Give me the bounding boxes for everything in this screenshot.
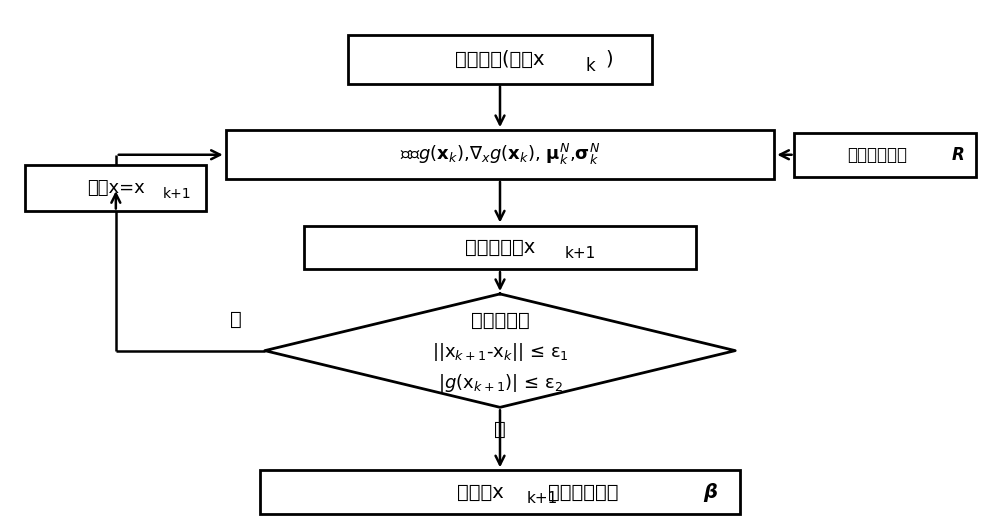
Text: 计算$g$($\mathbf{x}_k$),$\nabla_x$$g$($\mathbf{x}_k$), $\mathbf{\mu}_k^N$,$\mathbf: 计算$g$($\mathbf{x}_k$),$\nabla_x$$g$($\ma… [400, 142, 600, 167]
Text: ||x$_{k+1}$-x$_k$|| ≤ ε$_1$: ||x$_{k+1}$-x$_k$|| ≤ ε$_1$ [432, 341, 568, 362]
Text: k+1: k+1 [527, 491, 558, 506]
Text: R: R [951, 146, 964, 164]
Text: 输入相关矩阵: 输入相关矩阵 [847, 146, 907, 164]
FancyBboxPatch shape [260, 470, 740, 514]
FancyBboxPatch shape [226, 130, 774, 179]
Text: 输入参数(变量x: 输入参数(变量x [455, 50, 545, 69]
FancyBboxPatch shape [25, 165, 206, 211]
FancyBboxPatch shape [794, 133, 976, 177]
Text: k+1: k+1 [565, 246, 596, 261]
Text: β: β [704, 483, 718, 502]
FancyBboxPatch shape [304, 226, 696, 269]
Text: 计算输入的x: 计算输入的x [465, 238, 535, 257]
FancyBboxPatch shape [348, 35, 652, 84]
Text: k: k [585, 57, 595, 75]
Text: 测试容许值: 测试容许值 [471, 311, 529, 330]
Text: |$g$(x$_{k+1}$)| ≤ ε$_2$: |$g$(x$_{k+1}$)| ≤ ε$_2$ [438, 371, 562, 393]
Text: 是: 是 [494, 419, 506, 439]
Text: k+1: k+1 [162, 187, 191, 201]
Text: 否: 否 [230, 310, 241, 329]
Text: 更新x=x: 更新x=x [87, 179, 145, 197]
Polygon shape [265, 294, 735, 407]
Text: 和可靠度指标: 和可靠度指标 [548, 483, 619, 502]
Text: ): ) [605, 50, 613, 69]
Text: 设计点x: 设计点x [457, 483, 504, 502]
